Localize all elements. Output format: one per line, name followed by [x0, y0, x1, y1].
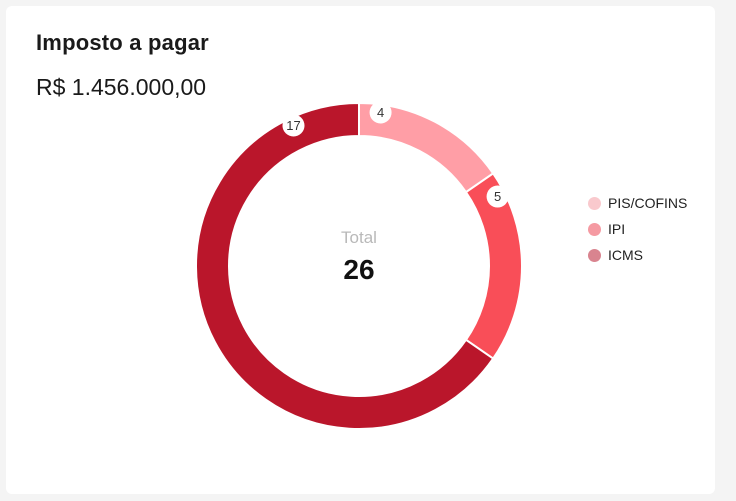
label-badge — [369, 101, 392, 124]
total-label: Total — [341, 228, 377, 247]
legend-dot — [588, 222, 601, 236]
legend-item-ipi[interactable]: IPI — [588, 216, 687, 242]
slice-value-label: 4 — [369, 101, 392, 124]
chart-legend: PIS/COFINS IPI ICMS — [588, 190, 687, 268]
legend-dot — [588, 196, 601, 210]
label-text: 17 — [286, 118, 300, 133]
card-title: Imposto a pagar — [36, 30, 209, 55]
label-badge — [282, 114, 305, 137]
label-text: 5 — [494, 189, 501, 204]
legend-label: PIS/COFINS — [608, 195, 688, 211]
slice-value-label: 5 — [486, 185, 509, 208]
slice-value-label: 17 — [282, 114, 305, 137]
label-badge — [486, 185, 509, 208]
total-value: 26 — [343, 254, 375, 285]
legend-label: ICMS — [608, 247, 643, 263]
legend-item-pis-cofins[interactable]: PIS/COFINS — [588, 190, 687, 216]
label-text: 4 — [377, 105, 384, 120]
legend-label: IPI — [608, 221, 626, 237]
legend-item-icms[interactable]: ICMS — [588, 242, 687, 268]
legend-dot — [588, 248, 601, 262]
donut-slice-icms[interactable] — [195, 101, 495, 430]
tax-amount: R$ 1.456.000,00 — [36, 74, 207, 100]
